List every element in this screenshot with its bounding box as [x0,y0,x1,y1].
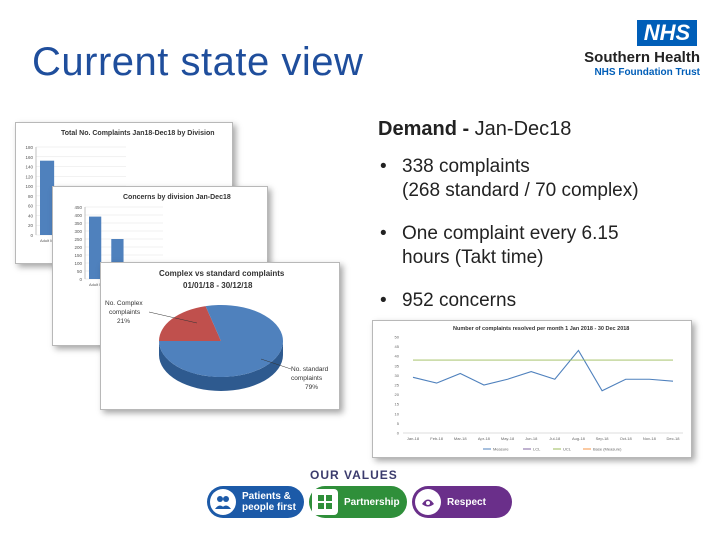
bullet-line: hours (Takt time) [402,247,544,268]
y-tick-label: 250 [74,237,82,242]
x-tick-label: Jun-18 [525,436,538,441]
pie-label-complex: No. Complex [105,300,143,307]
complex-vs-standard-pie: No. Complex complaints 21% No. standard comp… [105,300,329,391]
legend-label: UCL [563,447,572,452]
complex-vs-standard-card: Complex vs standard complaints 01/01/18 … [100,262,340,410]
x-tick-label: Nov-18 [643,436,657,441]
demand-heading: Demand - Jan-Dec18 [378,118,571,141]
respect-icon [415,489,441,515]
y-tick-label: 50 [395,335,400,340]
x-tick-label: May-18 [501,436,515,441]
card-title: Total No. Complaints Jan18-Dec18 by Divi… [61,130,215,137]
bullet-item: • 952 concerns [380,289,516,313]
bullet-dot-icon: • [380,156,387,177]
y-tick-label: 160 [25,155,33,160]
y-tick-label: 30 [395,373,400,378]
pie-value-standard: 79% [305,384,318,391]
x-tick-label: Sep-18 [596,436,610,441]
x-tick-label: Jan-18 [407,436,420,441]
y-tick-label: 100 [74,261,82,266]
card-title: Number of complaints resolved per month … [453,326,630,332]
y-tick-label: 300 [74,229,82,234]
value-label: Patients & people first [242,491,296,513]
org-subtitle: NHS Foundation Trust [594,67,700,78]
pie-leader-line [148,311,198,324]
card-title: Complex vs standard complaints [159,269,285,278]
y-tick-label: 140 [25,165,33,170]
bullet-item: • One complaint every 6.15 hours (Takt ti… [380,222,619,270]
y-tick-label: 15 [395,402,400,407]
bullet-line: (268 standard / 70 complex) [402,180,639,201]
y-tick-label: 0 [79,277,82,282]
y-tick-label: 10 [395,411,400,416]
people-icon [210,489,236,515]
pie-value-complex: 21% [117,318,130,325]
y-tick-label: 120 [25,174,33,179]
pie-leader-line [260,358,292,370]
y-tick-label: 60 [28,204,34,209]
y-tick-label: 200 [74,245,82,250]
card-title: Concerns by division Jan-Dec18 [123,194,231,201]
y-tick-label: 5 [397,421,400,426]
value-respect: Respect [412,486,512,518]
y-tick-label: 450 [74,205,82,210]
series-line-measure [412,349,674,392]
legend-label: LCL [533,447,541,452]
values-label: OUR VALUES [310,468,398,482]
demand-heading-bold: Demand - [378,118,470,140]
bullet-dot-icon: • [380,290,387,311]
bar [40,160,55,235]
y-tick-label: 50 [77,269,83,274]
pie-slice [159,305,283,377]
x-tick-label: Mar-18 [454,436,467,441]
value-patients-people-first: Patients & people first [207,486,304,518]
pie-label-complex: complaints [109,309,141,316]
y-tick-label: 35 [395,363,400,368]
x-tick-label: Oct-18 [620,436,633,441]
puzzle-icon [312,489,338,515]
bullet-line: 338 complaints [402,156,530,177]
y-tick-label: 400 [74,213,82,218]
pie-label-standard: No. standard [291,366,329,373]
pie-label-standard: complaints [291,375,323,382]
value-label: Respect [447,496,486,508]
bullet-line: One complaint every 6.15 [402,223,619,244]
pie-slice [159,306,221,341]
y-tick-label: 40 [395,354,400,359]
y-tick-label: 100 [25,184,33,189]
y-tick-label: 150 [74,253,82,258]
nhs-logo: NHS [637,20,697,46]
legend-label: Base (Measure) [593,447,622,452]
pie-depth [159,341,283,391]
x-tick-label: Jul-18 [549,436,561,441]
value-partnership: Partnership [309,486,407,518]
resolved-per-month-card: Number of complaints resolved per month … [372,320,692,458]
bullet-dot-icon: • [380,223,387,244]
x-tick-label: Dec-18 [667,436,681,441]
card-subtitle: 01/01/18 - 30/12/18 [183,281,253,290]
y-tick-label: 80 [28,194,34,199]
demand-heading-rest: Jan-Dec18 [469,118,572,140]
y-tick-label: 0 [30,233,33,238]
y-tick-label: 20 [395,392,400,397]
slide-title: Current state view [32,40,364,84]
x-tick-label: Feb-18 [430,436,443,441]
y-tick-label: 45 [395,344,400,349]
legend-label: Measure [493,447,509,452]
org-name: Southern Health [584,49,700,66]
value-label: Partnership [344,496,400,508]
bullet-line: 952 concerns [402,290,517,311]
bullet-item: • 338 complaints (268 standard / 70 compl… [380,155,639,203]
y-tick-label: 180 [25,145,33,150]
y-tick-label: 350 [74,221,82,226]
y-tick-label: 40 [28,213,34,218]
x-tick-label: Aug-18 [572,436,586,441]
y-tick-label: 20 [28,223,34,228]
y-tick-label: 0 [397,431,400,436]
x-tick-label: Apr-18 [478,436,491,441]
bar [89,216,102,279]
y-tick-label: 25 [395,383,400,388]
